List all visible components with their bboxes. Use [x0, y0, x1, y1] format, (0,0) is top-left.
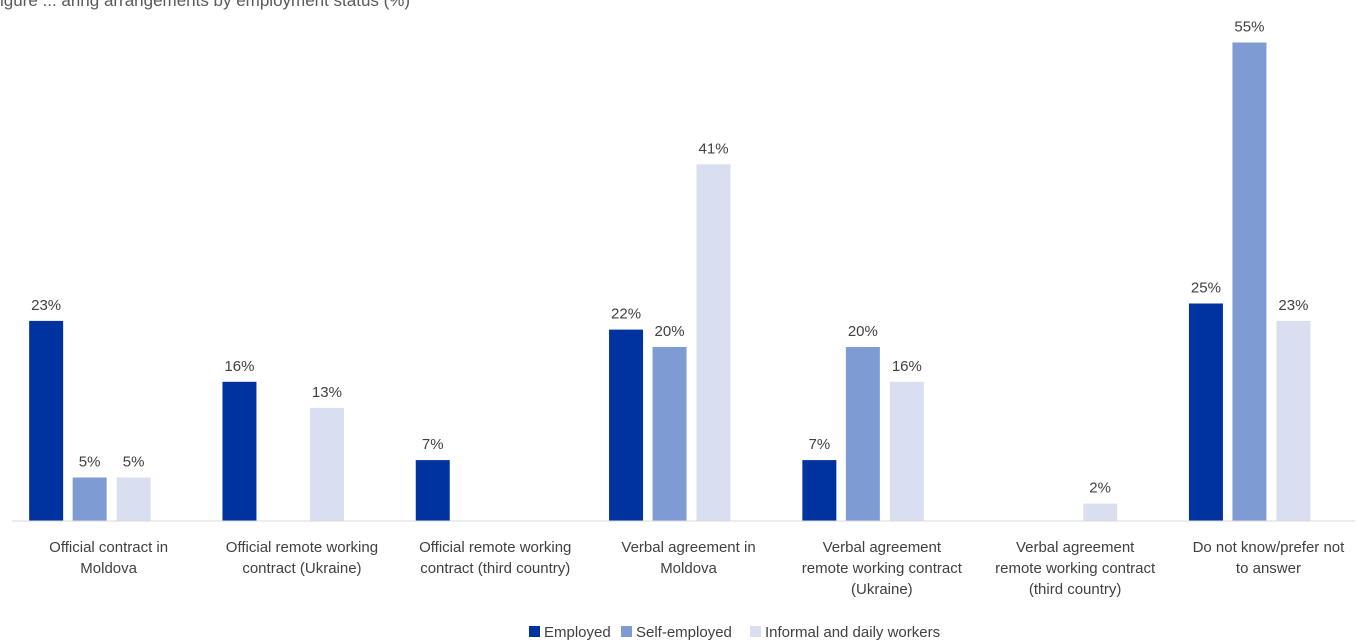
data-label: 23%: [1278, 297, 1308, 314]
legend-swatch: [529, 626, 540, 637]
legend-swatch: [750, 626, 761, 637]
bar-informal-and-daily-workers-0: [116, 477, 151, 521]
data-label: 55%: [1234, 19, 1264, 36]
data-label: 5%: [123, 454, 145, 471]
bar-self-employed-4: [845, 347, 880, 521]
data-label: 16%: [224, 358, 254, 375]
category-label: Verbal agreement in Moldova: [621, 539, 755, 577]
bar-employed-4: [802, 460, 837, 521]
category-label: Do not know/prefer not to answer: [1193, 539, 1346, 577]
legend-label: Self-employed: [636, 624, 732, 641]
category-label: Verbal agreement remote working contract(…: [802, 539, 963, 598]
legend-item-informal-and-daily-workers: Informal and daily workers: [750, 624, 940, 641]
category-label: Official contract in Moldova: [49, 539, 168, 577]
bar-employed-3: [609, 329, 644, 521]
bar-informal-and-daily-workers-1: [309, 407, 344, 521]
legend: Employed Self-employed Informal and daily …: [529, 624, 940, 641]
data-labels-group: 23% 5% 5% 16% 13% 7% 22% 20% 41% 7% 20% 16% 2% 25% 55%…: [31, 19, 1308, 497]
bars-group: [29, 42, 1311, 522]
data-label: 25%: [1191, 280, 1221, 297]
data-label: 20%: [848, 323, 878, 340]
data-label: 7%: [422, 436, 444, 453]
data-label: 2%: [1089, 480, 1111, 497]
data-label: 22%: [611, 306, 641, 323]
category-label: Official remote working contract (Ukraine…: [226, 539, 378, 577]
bar-employed-2: [415, 460, 450, 521]
legend-label: Employed: [544, 624, 611, 641]
legend-item-self-employed: Self-employed: [621, 624, 732, 641]
category-label: Official remote working contract (third c…: [419, 539, 571, 577]
data-label: 7%: [809, 436, 831, 453]
data-label: 16%: [892, 358, 922, 375]
category-label: Verbal agreement remote working contract(…: [995, 539, 1156, 598]
data-label: 41%: [699, 140, 729, 157]
data-label: 5%: [79, 454, 101, 471]
bar-employed-6: [1188, 303, 1223, 521]
bar-self-employed-6: [1232, 42, 1267, 521]
bar-employed-0: [29, 320, 64, 521]
bar-self-employed-3: [652, 347, 687, 521]
bar-informal-and-daily-workers-3: [696, 164, 731, 522]
bar-informal-and-daily-workers-6: [1276, 320, 1311, 521]
chart-title: igure ... aring arrangements by employme…: [0, 0, 410, 10]
data-label: 13%: [312, 384, 342, 401]
bar-informal-and-daily-workers-5: [1083, 503, 1118, 521]
bar-self-employed-0: [72, 477, 107, 521]
legend-swatch: [621, 626, 632, 637]
bar-employed-1: [222, 381, 257, 521]
legend-label: Informal and daily workers: [765, 624, 940, 641]
bar-informal-and-daily-workers-4: [889, 381, 924, 521]
legend-item-employed: Employed: [529, 624, 611, 641]
data-label: 23%: [31, 297, 61, 314]
data-label: 20%: [655, 323, 685, 340]
category-labels-group: Official contract in Moldova Official remo…: [49, 539, 1345, 598]
